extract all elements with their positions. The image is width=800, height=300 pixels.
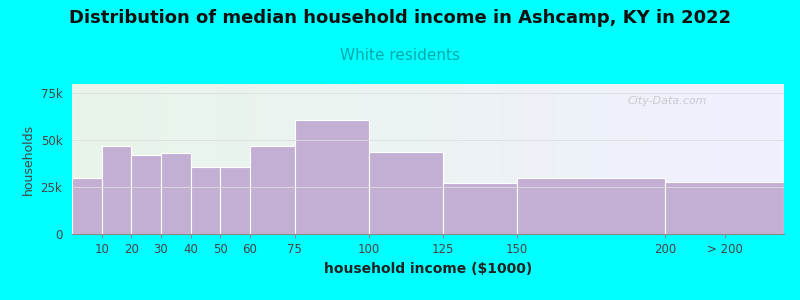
- Bar: [666, 182, 784, 234]
- Bar: [102, 146, 131, 234]
- Text: City-Data.com: City-Data.com: [627, 96, 707, 106]
- Bar: [161, 153, 190, 234]
- Bar: [220, 167, 250, 234]
- Text: White residents: White residents: [340, 48, 460, 63]
- Bar: [131, 155, 161, 234]
- Bar: [443, 183, 517, 234]
- Bar: [72, 178, 102, 234]
- Bar: [517, 178, 666, 234]
- Text: Distribution of median household income in Ashcamp, KY in 2022: Distribution of median household income …: [69, 9, 731, 27]
- Bar: [250, 146, 294, 234]
- Bar: [190, 167, 220, 234]
- Bar: [369, 152, 443, 234]
- Y-axis label: households: households: [22, 123, 35, 195]
- X-axis label: household income ($1000): household income ($1000): [324, 262, 532, 276]
- Bar: [294, 120, 369, 234]
